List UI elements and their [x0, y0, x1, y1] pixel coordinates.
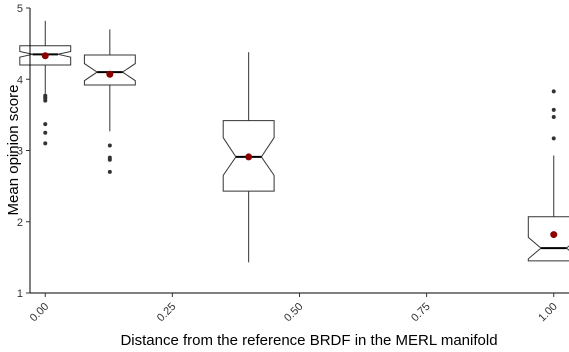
box-group-0 [19, 20, 72, 146]
outlier-point [43, 93, 48, 98]
outlier-point [43, 130, 48, 135]
x-tick-label: 0.75 [409, 301, 433, 325]
outlier-point [43, 141, 48, 146]
axes: 1 2 3 4 5 0.00 0.25 0.50 0.75 1.00 [17, 3, 569, 324]
outlier-point [107, 143, 112, 148]
x-tick-label: 0.00 [28, 301, 52, 325]
y-tick-label: 1 [17, 288, 23, 300]
outlier-point [107, 169, 112, 174]
mean-point [550, 231, 558, 239]
x-tick-label: 1.00 [536, 301, 560, 325]
y-tick-label: 4 [17, 74, 23, 86]
box [527, 216, 569, 262]
mean-point [106, 70, 114, 78]
y-tick-label: 5 [17, 3, 23, 15]
outlier-point [551, 115, 556, 120]
mean-point [41, 52, 49, 60]
mean-point [245, 153, 253, 161]
outlier-point [551, 107, 556, 112]
x-tick-label: 0.50 [282, 301, 306, 325]
box-group-2 [222, 52, 275, 263]
box-group-3 [527, 89, 569, 262]
box [83, 54, 136, 86]
outlier-point [551, 89, 556, 94]
outlier-point [551, 136, 556, 141]
box-group-1 [83, 29, 136, 174]
plot-area [19, 20, 569, 263]
outlier-point [107, 155, 112, 160]
y-tick-label: 2 [17, 217, 23, 229]
y-axis-title: Mean opinion score [5, 85, 22, 216]
outlier-point [43, 122, 48, 127]
y-tick-label: 3 [17, 146, 23, 158]
x-tick-label: 0.25 [155, 301, 179, 325]
x-axis-title: Distance from the reference BRDF in the … [120, 332, 497, 349]
